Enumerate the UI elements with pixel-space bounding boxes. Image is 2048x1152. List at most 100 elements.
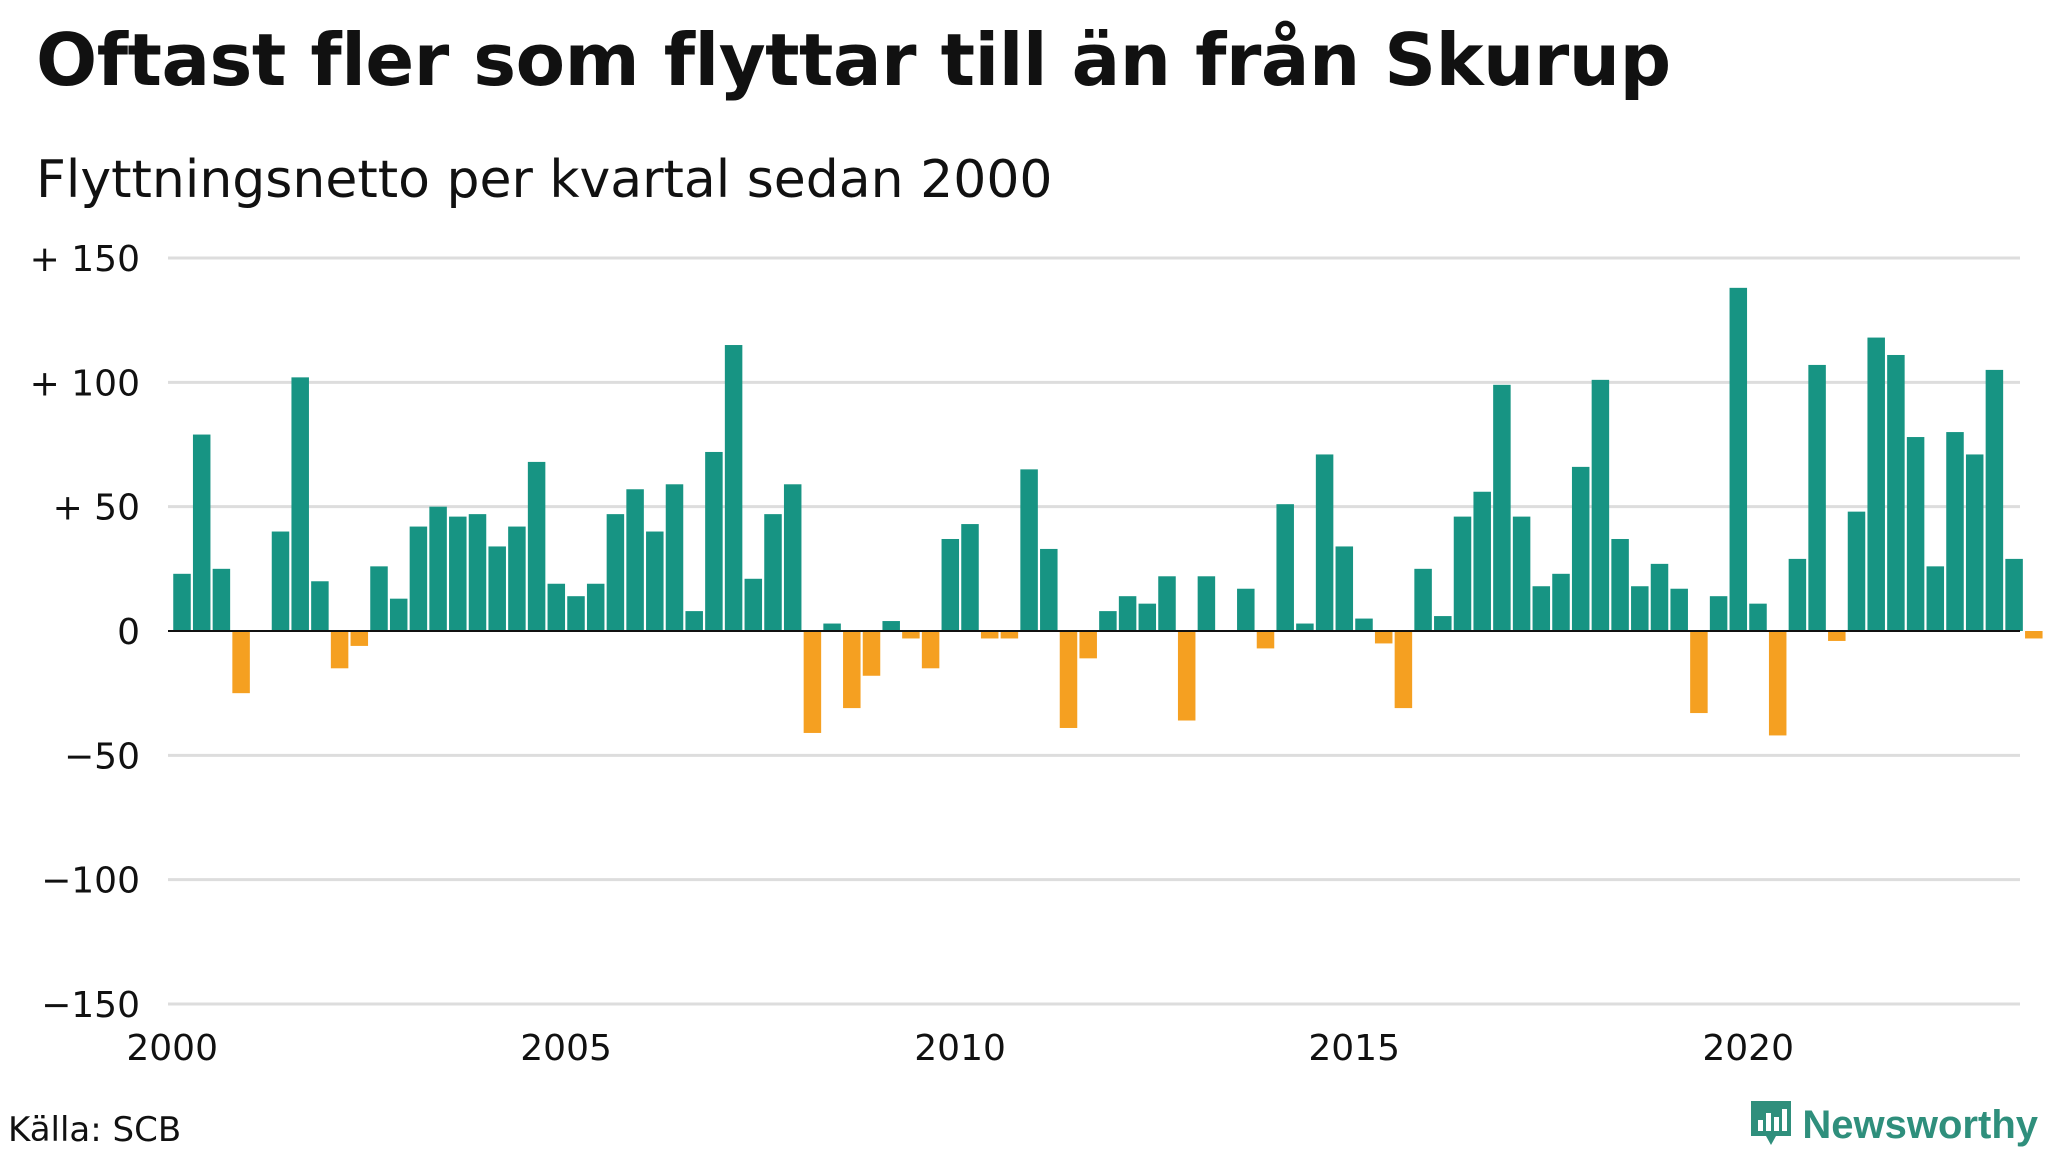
bar-positive bbox=[1591, 379, 1610, 631]
bar-positive bbox=[665, 484, 684, 631]
bar-positive bbox=[586, 583, 605, 631]
bar-positive bbox=[685, 611, 703, 631]
bar-positive bbox=[783, 484, 802, 631]
bar-positive bbox=[311, 581, 329, 631]
bar-positive bbox=[764, 514, 782, 631]
bar-positive bbox=[646, 531, 664, 631]
bar-positive bbox=[606, 514, 625, 631]
bar-negative bbox=[1768, 631, 1787, 736]
x-tick-label: 2020 bbox=[1702, 1028, 1794, 1069]
y-tick-label: −50 bbox=[64, 736, 140, 777]
gridlines bbox=[168, 256, 2020, 1006]
bar-positive bbox=[1276, 504, 1294, 631]
bar-negative bbox=[1374, 631, 1393, 644]
bar-negative bbox=[862, 631, 881, 676]
bar-negative bbox=[1394, 631, 1413, 709]
bar-positive bbox=[271, 531, 290, 631]
bar-positive bbox=[1493, 384, 1511, 631]
bar-positive bbox=[409, 526, 428, 631]
bar-positive bbox=[173, 573, 191, 631]
bar-positive bbox=[1571, 466, 1590, 631]
bar-negative bbox=[1690, 631, 1708, 714]
bar-positive bbox=[212, 568, 231, 631]
bar-positive bbox=[724, 345, 743, 631]
bar-positive bbox=[488, 546, 506, 631]
bar-positive bbox=[1315, 454, 1334, 631]
bar-positive bbox=[1040, 548, 1058, 631]
bar-negative bbox=[1177, 631, 1196, 721]
bar-negative bbox=[1000, 631, 1019, 639]
bar-positive bbox=[882, 621, 900, 631]
x-tick-label: 2005 bbox=[520, 1028, 612, 1069]
x-tick-label: 2000 bbox=[126, 1028, 218, 1069]
bar-positive bbox=[1473, 491, 1491, 631]
brand-name: Newsworthy bbox=[1802, 1102, 2038, 1147]
bar-positive bbox=[508, 526, 526, 631]
bar-positive bbox=[626, 489, 644, 631]
bar-negative bbox=[980, 631, 999, 639]
bar-positive bbox=[1237, 588, 1255, 631]
bar-negative bbox=[921, 631, 940, 669]
bar-positive bbox=[1158, 576, 1176, 631]
x-tick-label: 2010 bbox=[914, 1028, 1006, 1069]
bar-negative bbox=[350, 631, 369, 646]
brand-logo[interactable]: Newsworthy bbox=[1748, 1098, 2038, 1152]
y-tick-label: 0 bbox=[117, 612, 140, 653]
bar-negative bbox=[330, 631, 349, 669]
bars bbox=[173, 287, 2043, 736]
bar-positive bbox=[1709, 596, 1728, 631]
bar-positive bbox=[1808, 364, 1826, 631]
x-tick-label: 2015 bbox=[1308, 1028, 1400, 1069]
bar-positive bbox=[1946, 432, 1964, 631]
bar-positive bbox=[1453, 516, 1472, 631]
bar-positive bbox=[1335, 546, 1354, 631]
bar-positive bbox=[1847, 511, 1866, 631]
bar-positive bbox=[468, 514, 487, 631]
chart-subtitle: Flyttningsnetto per kvartal sedan 2000 bbox=[36, 150, 1053, 210]
bar-positive bbox=[941, 538, 960, 631]
bar-positive bbox=[1512, 516, 1531, 631]
bar-negative bbox=[1079, 631, 1097, 659]
bar-negative bbox=[232, 631, 250, 694]
y-tick-label: + 50 bbox=[53, 488, 140, 529]
x-axis-ticks: 2000 2005 2010 2015 2020 bbox=[126, 1028, 1794, 1069]
bar-positive bbox=[1926, 566, 1945, 631]
bar-positive bbox=[291, 377, 309, 631]
bar-positive bbox=[389, 598, 408, 631]
bar-positive bbox=[449, 516, 467, 631]
y-tick-label: −100 bbox=[41, 861, 140, 902]
bar-positive bbox=[1296, 623, 1314, 631]
y-tick-label: + 100 bbox=[30, 363, 140, 404]
newsworthy-logo-icon bbox=[1748, 1098, 1794, 1152]
bar-positive bbox=[1434, 616, 1452, 631]
bar-negative bbox=[1256, 631, 1275, 649]
bar-positive bbox=[370, 566, 388, 631]
bar-positive bbox=[1414, 568, 1432, 631]
bar-positive bbox=[1729, 287, 1748, 631]
bar-positive bbox=[1670, 588, 1688, 631]
bar-positive bbox=[1887, 354, 1905, 631]
bar-positive bbox=[567, 596, 585, 631]
bar-positive bbox=[2005, 558, 2023, 631]
bar-positive bbox=[1788, 558, 1807, 631]
chart-title: Oftast fler som flyttar till än från Sku… bbox=[36, 18, 1671, 102]
bar-positive bbox=[527, 461, 546, 631]
bar-positive bbox=[1867, 337, 1885, 631]
y-tick-label: −150 bbox=[41, 985, 140, 1026]
source-note: Källa: SCB bbox=[8, 1110, 182, 1150]
bar-positive bbox=[1631, 586, 1649, 631]
bar-positive bbox=[1020, 469, 1038, 631]
bar-positive bbox=[192, 434, 211, 631]
bar-positive bbox=[1099, 611, 1117, 631]
bar-negative bbox=[1828, 631, 1846, 641]
bar-positive bbox=[1552, 573, 1570, 631]
bar-positive bbox=[1650, 563, 1669, 631]
bar-negative bbox=[902, 631, 920, 639]
bar-positive bbox=[1197, 576, 1216, 631]
bar-positive bbox=[1355, 618, 1373, 631]
bar-positive bbox=[1532, 586, 1551, 631]
bar-positive bbox=[1749, 603, 1767, 631]
bar-positive bbox=[823, 623, 841, 631]
bar-positive bbox=[1138, 603, 1157, 631]
